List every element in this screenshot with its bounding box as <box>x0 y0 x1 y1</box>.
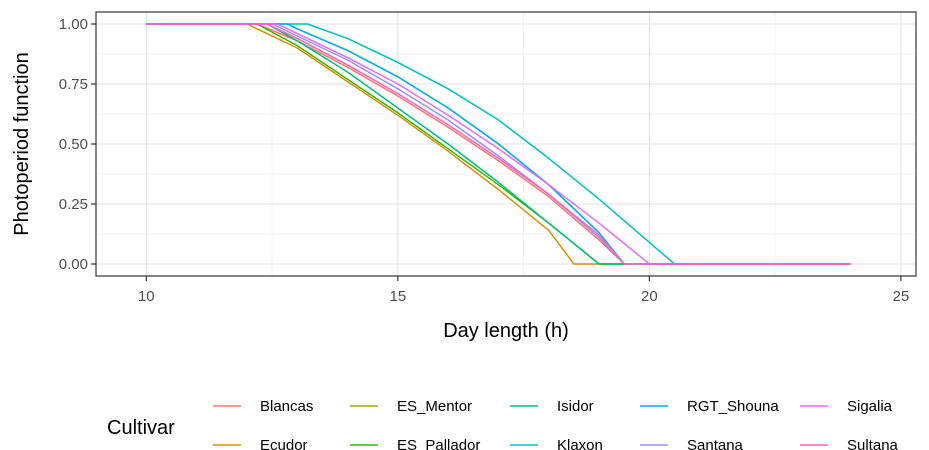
legend-label: ES_Pallador <box>397 437 480 450</box>
axes: 10 15 20 25 0.00 0.25 0.50 0.75 1.00 <box>59 16 909 305</box>
series-line-sigalia <box>146 23 851 265</box>
y-tick-label: 0.25 <box>59 196 88 213</box>
series-line-santana <box>146 23 851 265</box>
legend-label: Ecudor <box>260 437 308 450</box>
series-line-rgt-shouna <box>146 23 851 265</box>
x-tick-label: 10 <box>138 288 155 305</box>
series-line-isidor <box>146 23 851 265</box>
legend-label: ES_Mentor <box>397 398 472 415</box>
y-tick-label: 0.50 <box>59 136 88 153</box>
x-tick-label: 15 <box>389 288 406 305</box>
legend-label: RGT_Shouna <box>687 398 779 415</box>
legend-label: Santana <box>687 437 744 450</box>
legend-label: Sigalia <box>847 398 893 415</box>
y-tick-label: 1.00 <box>59 16 88 33</box>
y-tick-label: 0.00 <box>59 256 88 273</box>
y-axis-title: Photoperiod function <box>11 52 33 235</box>
plot-lines <box>146 23 851 265</box>
grid <box>96 12 916 276</box>
legend-label: Sultana <box>847 437 899 450</box>
legend-label: Klaxon <box>557 437 603 450</box>
x-tick-label: 20 <box>641 288 658 305</box>
legend-label: Isidor <box>557 398 594 415</box>
x-tick-label: 25 <box>893 288 910 305</box>
series-line-klaxon <box>146 23 851 265</box>
series-line-sultana <box>146 23 851 265</box>
legend-title: Cultivar <box>107 417 175 439</box>
legend-label: Blancas <box>260 398 313 415</box>
series-line-blancas <box>146 23 851 265</box>
legend: Cultivar Blancas Ecudor ES_Mentor ES_Pallad… <box>107 398 899 450</box>
x-axis-title: Day length (h) <box>443 320 569 342</box>
y-tick-label: 0.75 <box>59 76 88 93</box>
series-line-ecudor <box>146 23 851 265</box>
